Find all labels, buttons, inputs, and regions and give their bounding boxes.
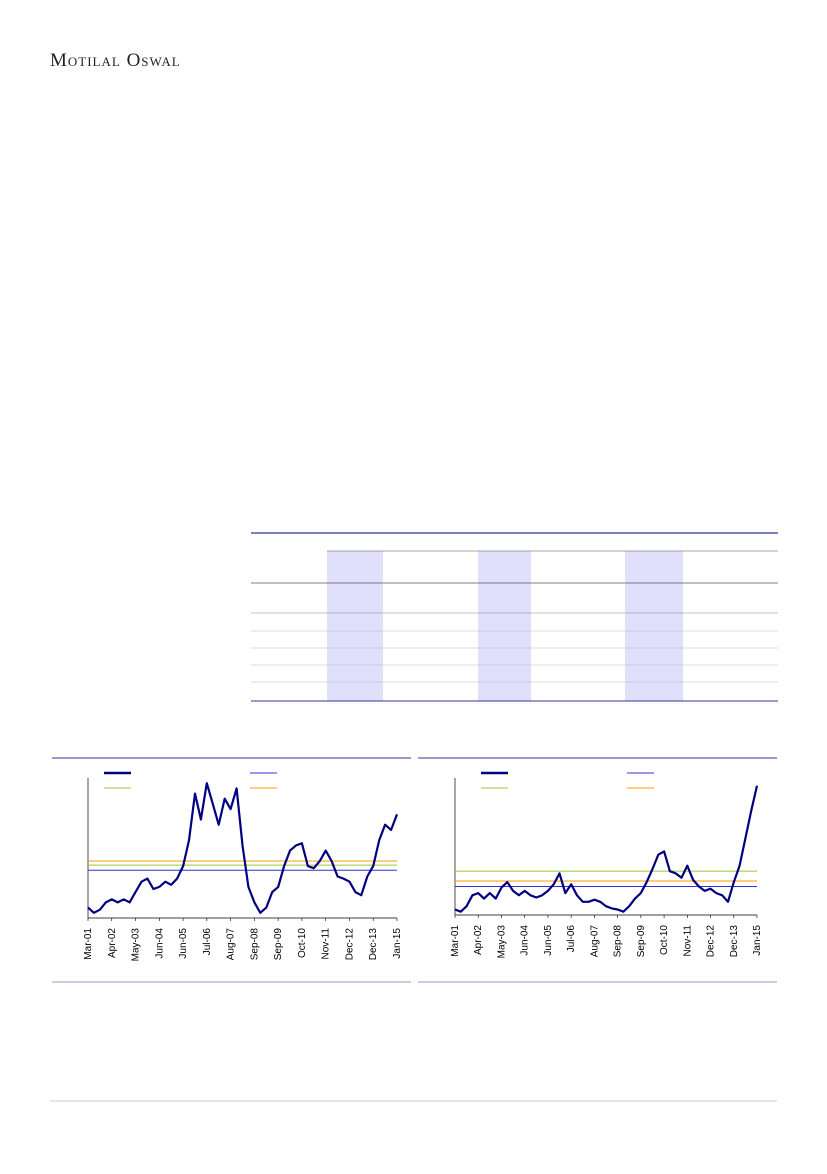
x-tick-label: Oct-10	[297, 928, 308, 958]
x-tick-label: Jun-04	[154, 928, 165, 959]
x-tick-label: Dec-13	[368, 928, 379, 961]
x-tick-label: May-03	[131, 928, 142, 962]
chart-frames	[50, 757, 777, 1102]
x-tick-label: Dec-13	[729, 925, 740, 958]
x-tick-label: Aug-07	[226, 928, 237, 961]
x-tick-label: Dec-12	[706, 925, 717, 958]
x-tick-label: Jun-05	[178, 928, 189, 959]
x-tick-label: May-03	[496, 925, 507, 959]
x-tick-label: Nov-11	[321, 928, 332, 960]
x-tick-label: Aug-07	[589, 925, 600, 958]
series-line	[87, 782, 399, 914]
x-tick-label: Jan-15	[392, 928, 403, 959]
logo: Motilal Oswal	[50, 50, 181, 71]
x-tick-label: Sep-09	[636, 925, 647, 958]
x-tick-label: Mar-01	[83, 928, 94, 960]
x-tick-label: Jul-06	[566, 925, 577, 953]
x-tick-label: Nov-11	[682, 925, 693, 957]
x-tick-label: Sep-08	[249, 928, 260, 961]
x-tick-label: Oct-10	[659, 925, 670, 955]
x-tick-label: Jul-06	[202, 928, 213, 956]
x-tick-label: Mar-01	[450, 925, 461, 957]
x-tick-label: Jun-04	[520, 925, 531, 956]
x-tick-label: Sep-09	[273, 928, 284, 961]
series-line	[454, 785, 759, 913]
x-tick-label: Apr-02	[107, 928, 118, 958]
x-tick-label: Apr-02	[473, 925, 484, 955]
x-tick-label: Sep-08	[613, 925, 624, 958]
x-tick-label: Jun-05	[543, 925, 554, 956]
x-tick-label: Dec-12	[344, 928, 355, 961]
x-tick-label: Jan-15	[752, 925, 763, 956]
table-skeleton	[251, 532, 778, 702]
